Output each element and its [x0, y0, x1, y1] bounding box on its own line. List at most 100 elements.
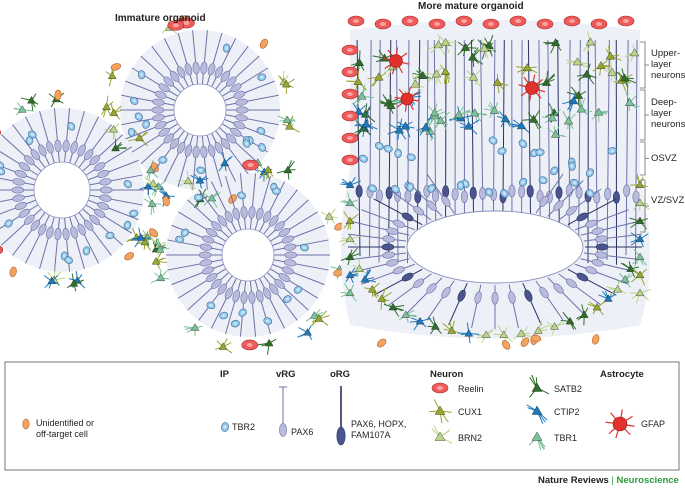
neuron-soma — [576, 104, 586, 113]
radial-glia-fiber — [225, 175, 242, 231]
ip-cell-nucleus — [223, 424, 227, 430]
radial-glia-fiber — [557, 39, 560, 258]
legend-header-vrg: vRG — [276, 369, 296, 380]
neuron-soma — [582, 69, 592, 78]
radial-glia-soma — [93, 162, 106, 172]
radial-glia-fiber — [85, 204, 132, 234]
legend-label-pax6: PAX6 — [291, 427, 314, 437]
radial-glia-fiber — [177, 32, 194, 86]
radial-glia-fiber — [625, 39, 629, 256]
ip-cell-nucleus — [69, 124, 73, 129]
neuron-soma — [605, 51, 615, 60]
radial-glia-fiber — [0, 204, 39, 229]
radial-glia-soma — [38, 144, 47, 157]
radial-glia-soma — [281, 266, 294, 275]
radial-glia-fiber — [426, 39, 429, 256]
radial-glia-fiber — [140, 55, 182, 93]
radial-glia-soma — [591, 259, 604, 267]
radial-glia-soma — [230, 127, 242, 137]
neuron-soma — [386, 101, 396, 109]
neuron-soma — [394, 125, 405, 134]
ip-cell-nucleus — [6, 221, 11, 226]
radial-glia-soma — [576, 272, 589, 282]
ip-cell-nucleus — [259, 129, 263, 133]
legend-label-satb2: SATB2 — [554, 384, 582, 394]
radial-glia-fiber — [87, 159, 139, 181]
layer-label-osvz: OSVZ — [651, 153, 677, 164]
radial-glia-soma — [591, 227, 604, 235]
legend-header-org: oRG — [330, 369, 351, 380]
radial-glia-soma — [262, 287, 272, 300]
radial-glia-fiber — [74, 116, 99, 166]
ip-cell-nucleus — [588, 170, 592, 175]
reelin-nucleus — [569, 19, 575, 23]
radial-glia-soma — [14, 201, 27, 210]
ip-cell-nucleus — [487, 190, 491, 194]
radial-glia-fiber — [192, 30, 199, 85]
neuron-soma — [468, 72, 479, 81]
astrocyte-soma — [400, 92, 414, 106]
neuron-soma — [547, 113, 558, 122]
ip-cell-nucleus — [429, 186, 434, 191]
radial-glia-soma — [24, 214, 35, 225]
neuron-soma — [367, 284, 377, 293]
neuron-soma — [264, 338, 274, 347]
radial-glia-fiber — [535, 280, 564, 321]
radial-glia-soma — [235, 106, 249, 114]
neuron-soma — [303, 328, 312, 336]
radial-glia-fiber — [201, 135, 208, 190]
ip-cell-nucleus — [491, 138, 495, 143]
radial-glia-soma — [152, 98, 165, 106]
ip-cell-nucleus — [393, 187, 398, 191]
radial-glia-fiber — [178, 268, 227, 299]
radial-glia-fiber — [373, 198, 423, 226]
radial-glia-soma — [278, 227, 291, 237]
radial-glia-fiber — [198, 189, 233, 235]
neuron-soma — [440, 37, 451, 46]
reelin-nucleus — [347, 48, 353, 52]
radial-glia-soma — [413, 206, 425, 216]
radial-glia-soma — [426, 200, 437, 211]
reelin-nucleus — [347, 136, 353, 140]
radial-glia-soma — [593, 190, 601, 204]
reelin-nucleus — [247, 163, 254, 168]
radial-glia-soma — [46, 141, 54, 154]
radial-glia-soma — [539, 195, 549, 207]
radial-glia-soma — [539, 287, 549, 299]
radial-glia-soma — [508, 184, 516, 198]
radial-glia-soma — [233, 90, 246, 99]
radial-glia-fiber — [583, 252, 643, 261]
legend-vrg-soma — [279, 423, 287, 437]
reelin-nucleus — [347, 158, 353, 162]
radial-glia-soma — [595, 235, 608, 243]
radial-glia-fiber — [578, 39, 581, 258]
radial-glia-fiber — [151, 45, 185, 90]
radial-glia-fiber — [211, 278, 237, 329]
neuron-soma — [360, 275, 370, 283]
radial-glia-soma — [154, 90, 167, 99]
neuron-soma — [635, 234, 645, 243]
ip-cell-nucleus — [459, 183, 463, 188]
neuron-soma — [374, 72, 384, 81]
ip-cell — [0, 161, 5, 170]
radial-glia-soma — [207, 63, 216, 76]
unidentified-cell — [228, 194, 237, 204]
radial-glia-fiber — [64, 108, 71, 163]
radial-glia-soma — [11, 186, 25, 194]
neuron-soma — [410, 79, 421, 88]
radial-glia-fiber — [125, 80, 176, 102]
radial-glia-fiber — [211, 38, 237, 87]
neuron-soma — [550, 38, 561, 47]
ip-cell-nucleus — [137, 114, 141, 119]
neuron-soma — [603, 294, 613, 302]
footer-separator: | — [611, 475, 614, 486]
neuron-soma — [440, 67, 451, 75]
legend-label-org-markers: PAX6, HOPX, FAM107A — [351, 419, 407, 440]
neuron-soma — [353, 76, 363, 85]
radial-glia-fiber — [12, 212, 46, 256]
neuron-soma — [585, 37, 596, 46]
radial-glia-fiber — [192, 135, 199, 190]
neuron-soma — [345, 234, 355, 243]
ip-cell-nucleus — [370, 186, 375, 191]
radial-glia-fiber — [224, 118, 275, 140]
